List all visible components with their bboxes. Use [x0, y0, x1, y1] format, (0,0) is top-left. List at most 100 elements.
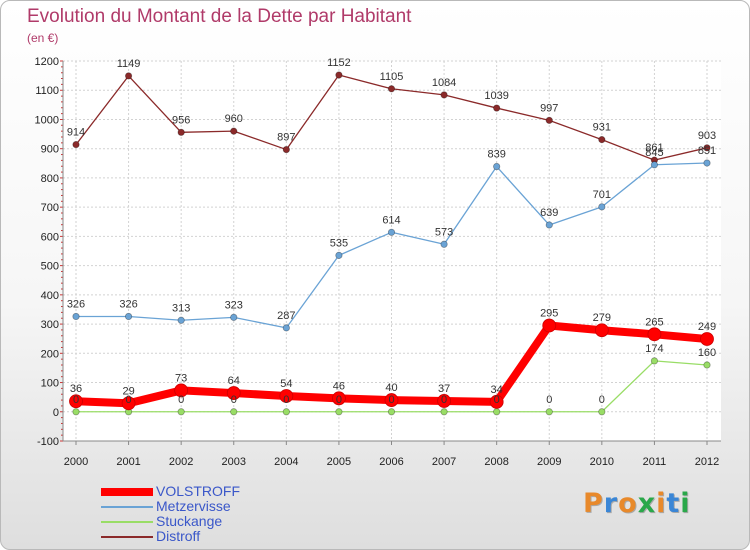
data-point: [72, 312, 80, 321]
data-label: 535: [330, 237, 348, 249]
y-tick-label: 400: [41, 290, 59, 302]
data-point: [174, 383, 189, 398]
data-point: [598, 408, 606, 416]
data-label: 914: [67, 127, 85, 139]
data-point: [332, 391, 346, 406]
data-point: [384, 393, 399, 407]
y-tick-label: 700: [41, 202, 59, 214]
data-label: 0: [441, 394, 447, 406]
y-tick-label: 900: [41, 144, 59, 156]
series-metzervisse: [72, 159, 711, 332]
data-label: 1105: [380, 71, 404, 83]
data-point: [335, 251, 343, 259]
data-label: 73: [175, 372, 187, 384]
data-point: [542, 318, 557, 333]
data-label: 851: [698, 145, 716, 157]
legend: VOLSTROFF Metzervisse Stuckange Distroff: [101, 484, 321, 544]
data-label: 174: [645, 343, 663, 355]
legend-label: Distroff: [156, 528, 201, 544]
data-point: [282, 324, 290, 332]
data-label: 960: [225, 113, 243, 125]
data-label: 931: [593, 122, 611, 134]
data-label: 40: [385, 382, 397, 394]
data-label: 295: [540, 308, 558, 320]
data-point: [440, 408, 448, 416]
data-point: [177, 316, 185, 324]
data-label: 287: [277, 310, 295, 322]
data-point: [387, 85, 396, 93]
data-label: 326: [67, 298, 85, 310]
data-point: [69, 394, 83, 409]
data-label: 46: [333, 380, 345, 392]
data-label: 36: [70, 383, 82, 395]
data-label: 313: [172, 302, 190, 314]
data-point: [124, 312, 133, 321]
x-tick-label: 2002: [169, 456, 193, 468]
legend-swatch: [101, 536, 153, 538]
data-label: 1039: [484, 90, 508, 102]
data-label: 323: [225, 299, 243, 311]
x-tick-label: 2006: [379, 456, 403, 468]
y-tick-label: -100: [37, 436, 59, 448]
data-point: [650, 357, 659, 365]
data-point: [545, 408, 553, 416]
legend-label: Stuckange: [156, 513, 223, 529]
y-tick-label: 100: [41, 378, 59, 390]
data-point: [124, 72, 133, 80]
data-point: [387, 408, 396, 416]
data-label: 279: [593, 312, 611, 324]
data-point: [177, 408, 185, 416]
data-point: [493, 162, 501, 171]
y-tick-label: 1000: [35, 114, 59, 126]
legend-swatch: [101, 521, 153, 523]
data-label: 0: [546, 394, 552, 406]
y-tick-label: 300: [41, 319, 59, 331]
data-point: [703, 159, 711, 167]
data-label: 0: [178, 394, 184, 406]
x-tick-label: 2010: [590, 456, 614, 468]
y-tick-label: 200: [41, 348, 59, 360]
data-label: 0: [231, 394, 237, 406]
x-tick-label: 2004: [274, 456, 298, 468]
data-label: 897: [277, 132, 295, 144]
data-point: [594, 323, 609, 338]
data-point: [703, 144, 711, 152]
data-point: [489, 394, 504, 409]
data-point: [72, 408, 80, 416]
legend-item: VOLSTROFF: [101, 484, 321, 499]
legend-item: Stuckange: [101, 514, 321, 529]
data-point: [335, 71, 343, 79]
data-point: [703, 361, 711, 369]
y-tick-label: 0: [53, 407, 59, 419]
data-label: 839: [487, 149, 505, 161]
x-tick-label: 2012: [695, 456, 719, 468]
data-point: [650, 161, 659, 169]
data-label: 1084: [432, 77, 456, 89]
data-point: [335, 408, 343, 416]
data-point: [121, 396, 136, 411]
chart-subtitle: (en €): [27, 31, 59, 45]
data-label: 0: [388, 394, 394, 406]
x-tick-label: 2001: [116, 456, 140, 468]
data-label: 0: [494, 394, 500, 406]
data-label: 0: [73, 394, 79, 406]
data-label: 845: [645, 147, 663, 159]
y-tick-label: 500: [41, 261, 59, 273]
data-label: 37: [438, 383, 450, 395]
data-point: [440, 91, 448, 99]
data-label: 326: [119, 298, 137, 310]
x-tick-label: 2000: [64, 456, 88, 468]
y-tick-label: 600: [41, 231, 59, 243]
x-tick-label: 2007: [432, 456, 456, 468]
data-point: [279, 389, 294, 403]
data-point: [177, 128, 185, 136]
data-point: [440, 240, 448, 248]
data-point: [72, 141, 80, 149]
data-point: [598, 136, 606, 144]
data-label: 639: [540, 207, 558, 219]
series-volstroff: [69, 318, 714, 411]
y-tick-label: 800: [41, 173, 59, 185]
data-point: [545, 116, 553, 124]
